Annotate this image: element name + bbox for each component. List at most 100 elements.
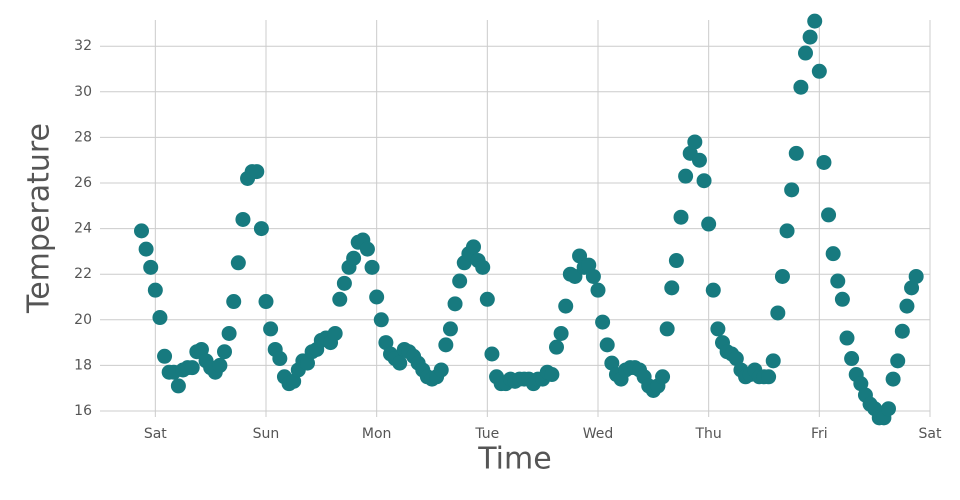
point (484, 346, 500, 362)
point (147, 282, 163, 298)
point (793, 79, 809, 95)
point (885, 371, 901, 387)
x-tick-label: Wed (583, 426, 614, 442)
y-axis-title: Temperature (22, 123, 57, 314)
point (881, 401, 896, 417)
x-tick-label: Thu (695, 426, 722, 442)
point (668, 253, 684, 269)
point (263, 321, 279, 337)
point (138, 241, 154, 257)
x-tick-label: Sun (253, 426, 280, 442)
point (373, 312, 389, 328)
point (272, 351, 288, 367)
point (834, 291, 850, 307)
point (816, 154, 832, 170)
grid (100, 20, 931, 417)
point (235, 211, 251, 227)
point (696, 173, 712, 189)
point (853, 376, 869, 392)
point (595, 314, 611, 330)
point (687, 134, 703, 150)
point (890, 353, 906, 369)
point (904, 280, 920, 296)
y-tick-label: 28 (74, 129, 92, 145)
point (830, 273, 846, 289)
point (438, 337, 454, 353)
point (479, 291, 495, 307)
point (655, 369, 671, 385)
point (378, 335, 394, 351)
point (392, 355, 408, 371)
point (300, 355, 315, 371)
point (784, 182, 800, 198)
point (899, 298, 915, 314)
x-axis-title: Time (477, 442, 551, 477)
point (332, 291, 348, 307)
point (765, 353, 781, 369)
point (839, 330, 855, 346)
point (894, 323, 910, 339)
point (798, 45, 813, 61)
point (599, 337, 615, 353)
point (475, 259, 491, 275)
point (825, 246, 841, 262)
point (811, 63, 827, 79)
point (544, 367, 560, 383)
point (258, 294, 274, 310)
point (770, 305, 786, 321)
point (774, 268, 790, 284)
point (336, 275, 352, 291)
point (678, 168, 694, 184)
point (549, 339, 564, 355)
point (143, 259, 159, 275)
point (170, 378, 186, 394)
point (152, 310, 168, 326)
y-tick-label: 18 (74, 357, 92, 373)
point (433, 362, 449, 378)
point (442, 321, 458, 337)
point (908, 268, 924, 284)
point (590, 282, 606, 298)
x-tick-label: Sat (919, 426, 942, 442)
point (581, 257, 597, 273)
point (673, 209, 689, 225)
point (249, 164, 265, 180)
point (253, 221, 269, 237)
y-tick-label: 24 (74, 221, 92, 237)
point (193, 341, 209, 357)
point (466, 239, 481, 255)
point (346, 250, 362, 266)
point (364, 259, 380, 275)
x-tick-label: Fri (811, 426, 828, 442)
point (134, 223, 149, 239)
y-tick-label: 16 (74, 403, 92, 419)
point (217, 344, 232, 360)
point (710, 321, 726, 337)
point (327, 325, 343, 341)
x-tick-label: Tue (474, 426, 499, 442)
point (359, 241, 375, 257)
point (802, 29, 818, 45)
point (779, 223, 795, 239)
point (664, 280, 680, 296)
point (572, 248, 588, 264)
point (701, 216, 717, 232)
point (286, 373, 302, 389)
point (221, 325, 237, 341)
point (553, 325, 569, 341)
point (567, 268, 583, 284)
point (226, 294, 242, 310)
point (447, 296, 463, 312)
point (691, 152, 707, 168)
point (184, 360, 200, 376)
point (230, 255, 246, 271)
marks (134, 13, 924, 426)
y-tick-label: 30 (74, 84, 92, 100)
point (558, 298, 574, 314)
point (705, 282, 721, 298)
y-tick-label: 20 (74, 312, 92, 328)
point (585, 268, 601, 284)
point (807, 13, 823, 29)
